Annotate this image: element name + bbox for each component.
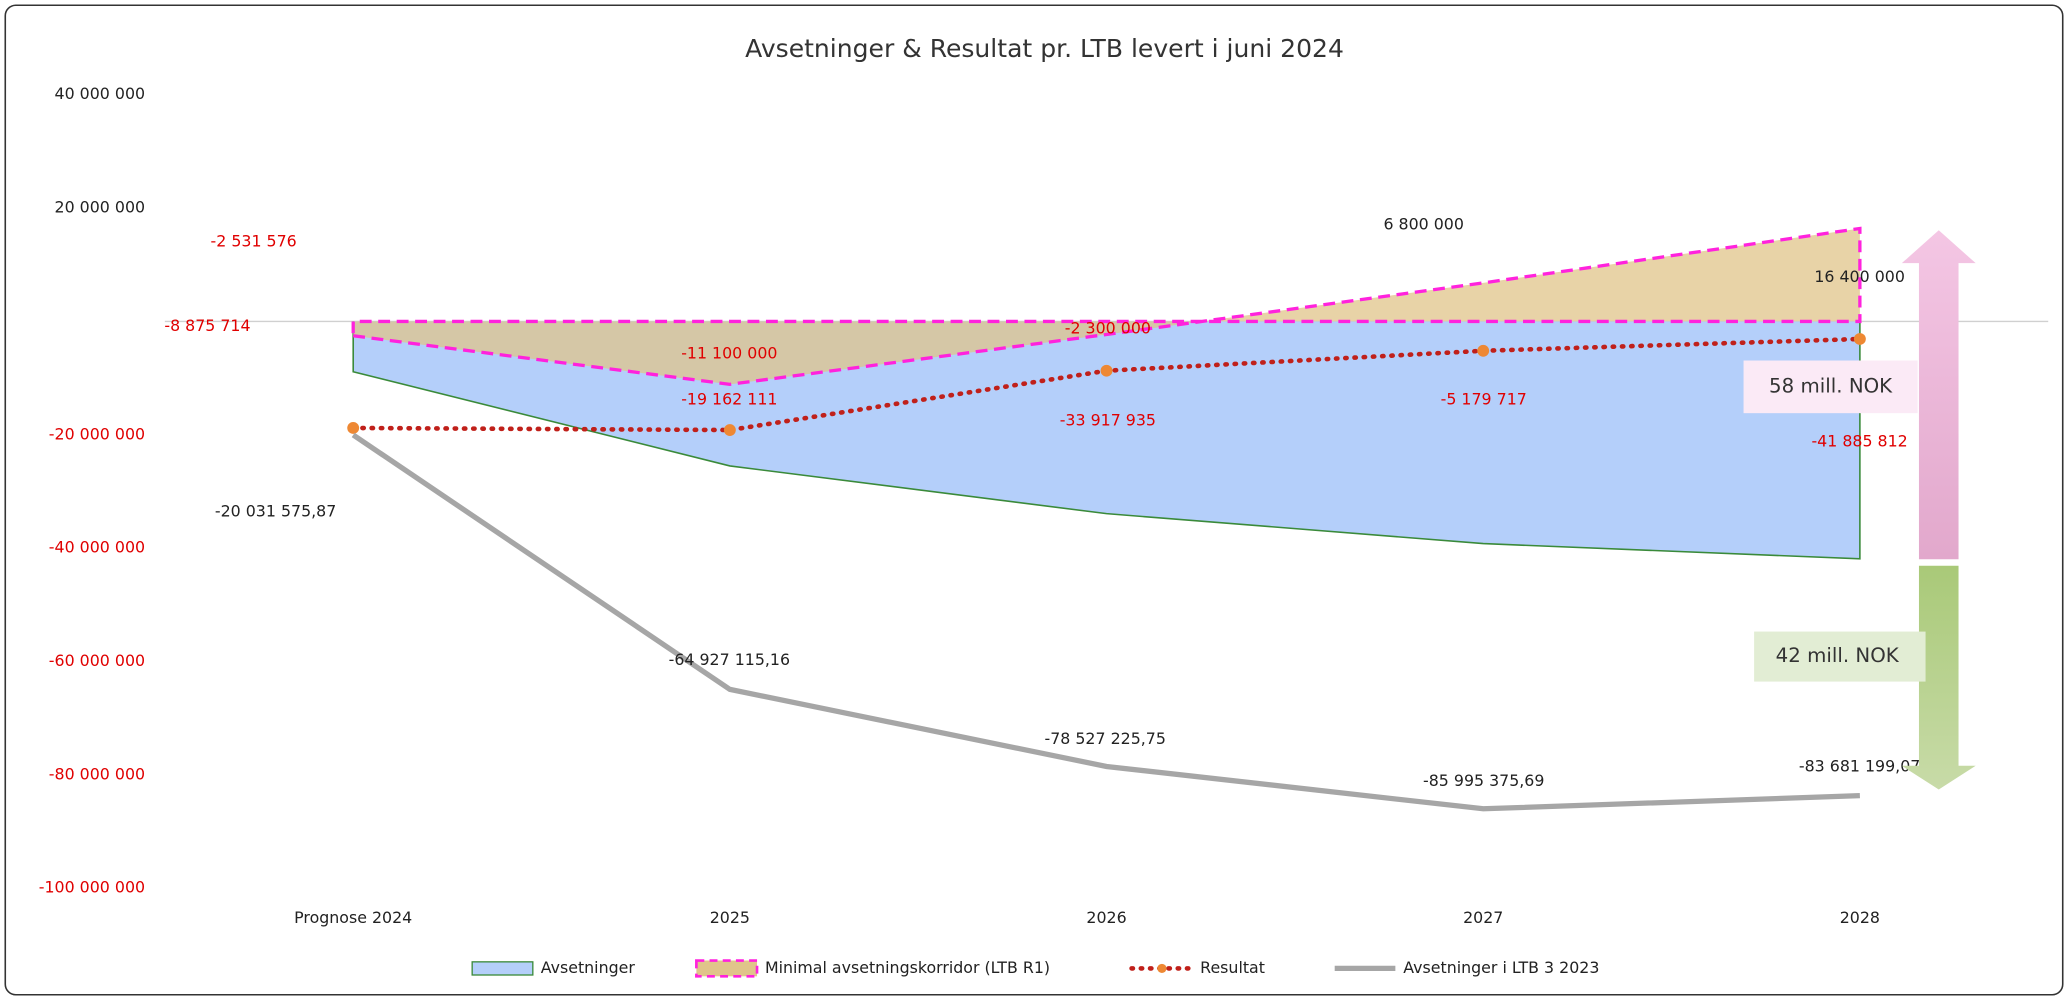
legend-label: Avsetninger i LTB 3 2023 [1403,958,1599,977]
chart-title: Avsetninger & Resultat pr. LTB levert i … [745,34,1344,63]
legend-swatch [695,959,759,978]
data-label: -2 300 000 [1065,318,1151,337]
marker [347,422,360,434]
annotation-box [1754,631,1926,682]
data-label: -2 531 576 [211,232,297,251]
legend-swatch [471,961,534,976]
marker [1853,333,1866,345]
corridor [351,226,1862,386]
arrow-down [1901,565,1976,790]
y-tick-label: 40 000 000 [55,84,146,103]
data-label: -11 100 000 [681,343,777,362]
x-tick-label: 2026 [1086,908,1126,927]
data-label: -41 885 812 [1811,432,1907,451]
data-label: -78 527 225,75 [1045,729,1166,748]
arrow-up [1901,230,1976,560]
marker [1477,344,1490,357]
marker [1100,364,1113,377]
data-label: -83 681 199,07 [1799,757,1920,776]
annotation: 58 mill. NOK [1769,374,1893,397]
x-tick-label: Prognose 2024 [294,908,412,927]
legend-label: Avsetninger [541,958,636,977]
y-tick-label: 20 000 000 [55,198,146,217]
data-label: -19 162 111 [681,390,777,409]
annotation: 42 mill. NOK [1776,644,1900,667]
data-label: -5 179 717 [1441,390,1527,409]
y-tick-label: -100 000 000 [39,878,145,897]
y-tick-label: -20 000 000 [49,424,145,443]
data-label: -20 031 575,87 [215,501,336,520]
x-tick-label: 2027 [1463,908,1503,927]
x-tick-label: 2025 [710,908,750,927]
legend-label: Minimal avsetningskorridor (LTB R1) [765,958,1050,977]
x-tick-label: 2028 [1840,908,1880,927]
data-label: 16 400 000 [1814,267,1905,286]
data-label: -33 917 935 [1060,411,1156,430]
y-tick-label: -40 000 000 [49,538,145,557]
y-tick-label: -60 000 000 [49,651,145,670]
marker [723,424,736,436]
data-label: -8 875 714 [164,316,250,335]
legend-label: Resultat [1200,958,1265,977]
area-edge [352,321,1861,560]
data-label: -85 995 375,69 [1423,771,1544,790]
y-tick-label: -80 000 000 [49,764,145,783]
legend-swatch [1157,963,1167,974]
annotation-box [1743,360,1918,414]
line [351,432,1860,812]
data-label: -64 927 115,16 [669,650,790,669]
data-label: 6 800 000 [1383,215,1464,234]
